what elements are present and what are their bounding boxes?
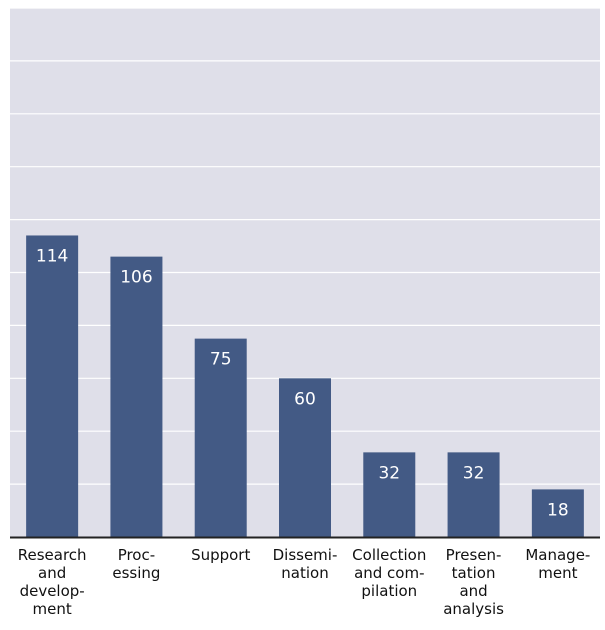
- data-label-7: 18: [547, 500, 569, 520]
- bar-2: [110, 256, 163, 537]
- x-tick-label-2: Proc-essing: [112, 546, 160, 582]
- x-tick-label-5: Collection and com-pilation: [352, 546, 426, 600]
- data-label-2: 106: [120, 268, 152, 288]
- x-tick-label-3: Support: [191, 546, 250, 564]
- x-tick-label-6: Presen-tation and analysis: [443, 546, 504, 618]
- bar-1: [26, 235, 79, 537]
- bar-5: [363, 452, 416, 537]
- data-label-6: 32: [463, 463, 485, 483]
- bar-3: [194, 338, 247, 537]
- bar-7: [531, 489, 584, 537]
- data-label-3: 75: [210, 350, 232, 370]
- data-label-4: 60: [294, 389, 316, 409]
- bar-6: [447, 452, 500, 537]
- x-tick-label-7: Manage-ment: [525, 546, 590, 582]
- data-label-5: 32: [378, 463, 400, 483]
- x-tick-label-1: Research and develop-ment: [18, 546, 87, 618]
- bar-4: [279, 378, 331, 537]
- x-tick-label-4: Dissemi-nation: [273, 546, 338, 582]
- data-label-1: 114: [36, 246, 68, 266]
